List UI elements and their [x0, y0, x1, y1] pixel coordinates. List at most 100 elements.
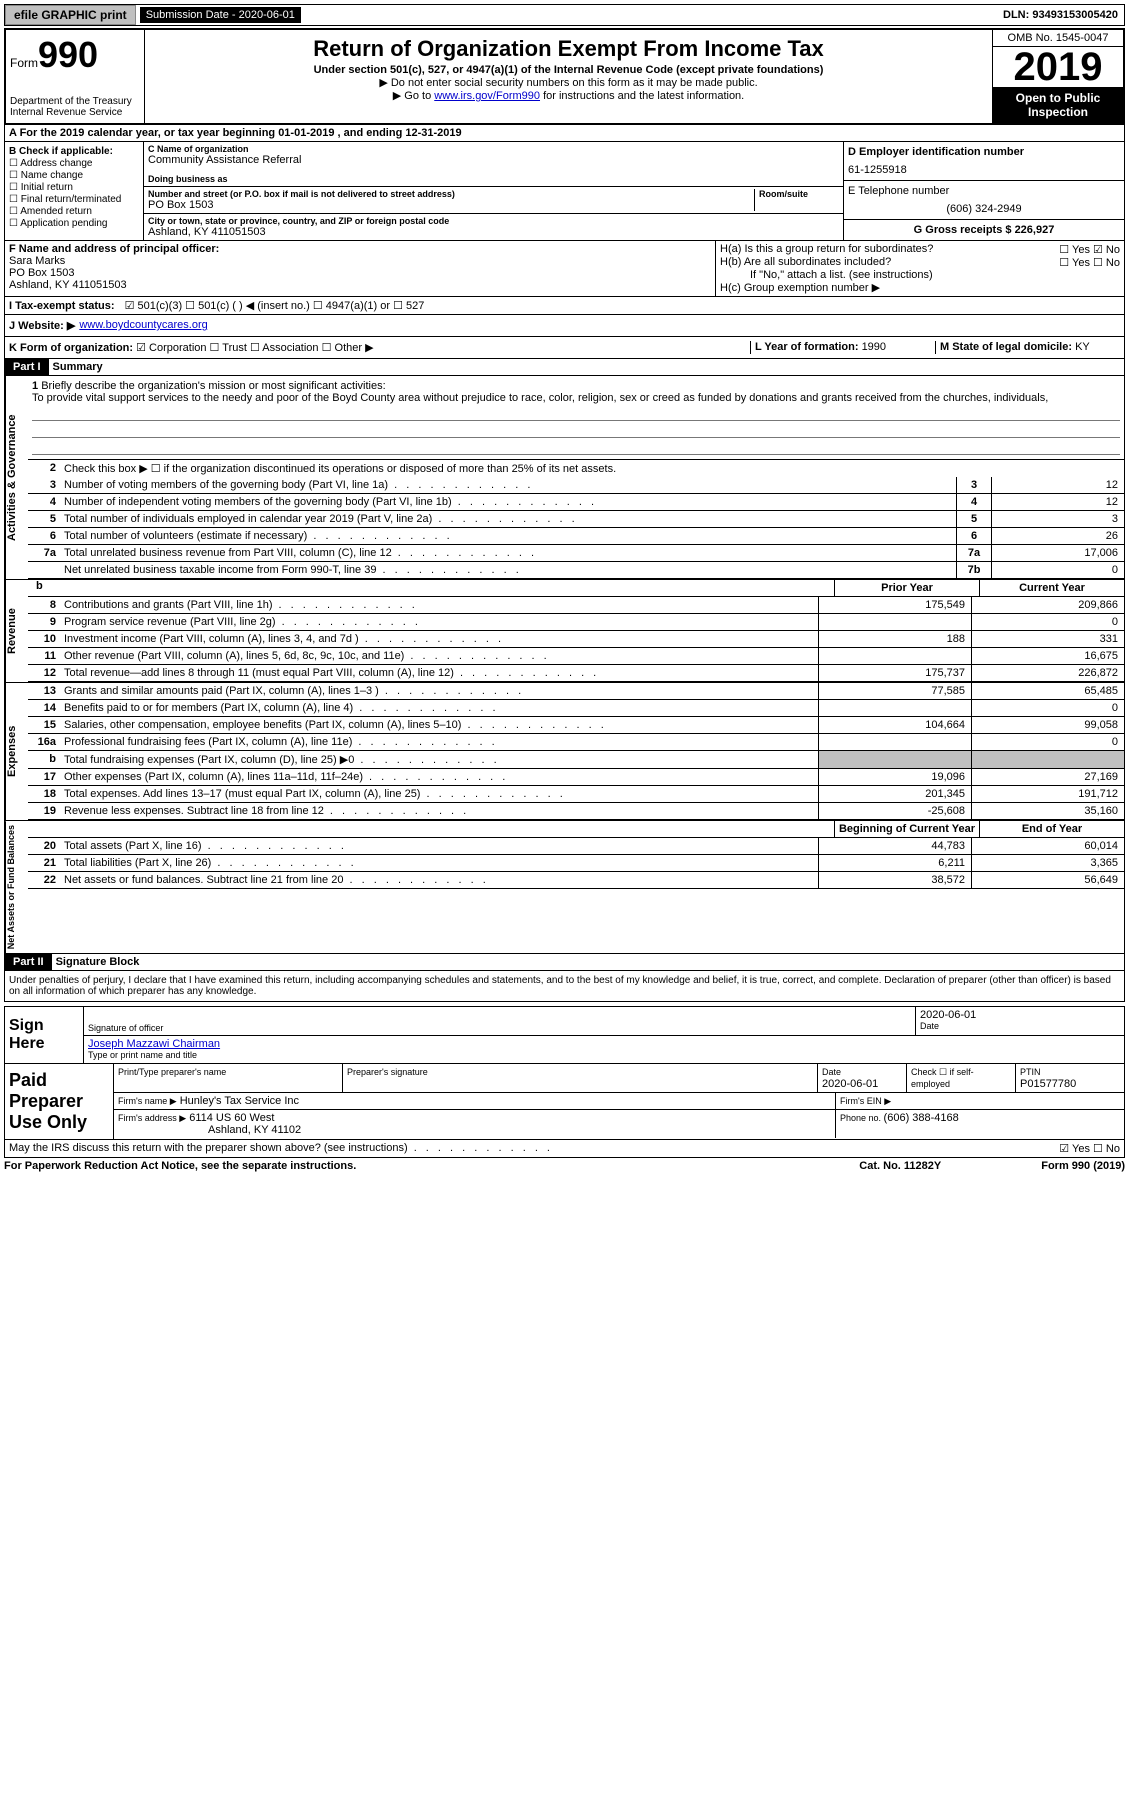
blank-line-1	[32, 406, 1120, 421]
section-bc: B Check if applicable: ☐ Address change …	[4, 142, 1125, 241]
city-label: City or town, state or province, country…	[148, 216, 839, 226]
summary-row: 6Total number of volunteers (estimate if…	[28, 528, 1124, 545]
cb-application-pending[interactable]: ☐ Application pending	[9, 218, 139, 229]
officer-addr2: Ashland, KY 411051503	[9, 279, 711, 291]
officer-addr1: PO Box 1503	[9, 267, 711, 279]
form-number: 990	[38, 34, 98, 75]
sign-table: Sign Here Signature of officer 2020-06-0…	[4, 1006, 1125, 1064]
signature-officer-field: Signature of officer	[84, 1007, 915, 1035]
department-label: Department of the Treasury Internal Reve…	[10, 96, 140, 118]
state-domicile: M State of legal domicile: KY	[935, 341, 1120, 354]
ein-value: 61-1255918	[848, 164, 1120, 176]
summary-row: 4Number of independent voting members of…	[28, 494, 1124, 511]
discuss-row: May the IRS discuss this return with the…	[4, 1140, 1125, 1158]
summary-row: Net unrelated business taxable income fr…	[28, 562, 1124, 579]
prep-sig-header: Preparer's signature	[343, 1064, 818, 1092]
form-subtitle: Under section 501(c), 527, or 4947(a)(1)…	[149, 64, 988, 76]
financial-row: 9Program service revenue (Part VIII, lin…	[28, 614, 1124, 631]
dln-label: DLN: 93493153005420	[1003, 9, 1124, 21]
financial-row: bTotal fundraising expenses (Part IX, co…	[28, 751, 1124, 769]
cat-no: Cat. No. 11282Y	[859, 1160, 941, 1172]
year-formation: L Year of formation: 1990	[750, 341, 935, 354]
receipts-block: G Gross receipts $ 226,927	[844, 220, 1124, 240]
addr-label: Number and street (or P.O. box if mail i…	[148, 189, 754, 199]
address-block: Number and street (or P.O. box if mail i…	[144, 187, 843, 214]
section-right: D Employer identification number 61-1255…	[843, 142, 1124, 240]
efile-button[interactable]: efile GRAPHIC print	[5, 5, 136, 25]
form-warning-1: ▶ Do not enter social security numbers o…	[149, 76, 988, 89]
ha-label: H(a) Is this a group return for subordin…	[720, 243, 1059, 256]
part2-bar: Part II Signature Block	[4, 954, 1125, 971]
hb-label: H(b) Are all subordinates included?	[720, 256, 1059, 269]
m-label: M State of legal domicile:	[940, 341, 1075, 353]
financial-row: 18Total expenses. Add lines 13–17 (must …	[28, 786, 1124, 803]
header-row: Form990 Department of the Treasury Inter…	[4, 28, 1125, 125]
prep-selfemp-cell: Check ☐ if self-employed	[907, 1064, 1016, 1092]
vert-netassets: Net Assets or Fund Balances	[5, 821, 28, 953]
instructions-link[interactable]: www.irs.gov/Form990	[434, 90, 540, 102]
financial-row: 19Revenue less expenses. Subtract line 1…	[28, 803, 1124, 820]
preparer-table: Paid Preparer Use Only Print/Type prepar…	[4, 1064, 1125, 1140]
discuss-yesno: ☑ Yes ☐ No	[1059, 1142, 1120, 1155]
financial-row: 8Contributions and grants (Part VIII, li…	[28, 597, 1124, 614]
tax-status-options: ☑ 501(c)(3) ☐ 501(c) ( ) ◀ (insert no.) …	[125, 299, 425, 312]
hc-label: H(c) Group exemption number ▶	[720, 281, 1120, 294]
current-year-header: Current Year	[979, 580, 1124, 596]
h-block: H(a) Is this a group return for subordin…	[716, 241, 1124, 296]
financial-row: 20Total assets (Part X, line 16)44,78360…	[28, 838, 1124, 855]
ein-label: D Employer identification number	[848, 146, 1120, 158]
netassets-block: Net Assets or Fund Balances Beginning of…	[4, 821, 1125, 954]
sig-date-label: Date	[920, 1021, 1120, 1031]
financial-row: 11Other revenue (Part VIII, column (A), …	[28, 648, 1124, 665]
activities-governance-block: Activities & Governance 1 Briefly descri…	[4, 376, 1125, 580]
dba-label: Doing business as	[148, 174, 839, 184]
financial-row: 17Other expenses (Part IX, column (A), l…	[28, 769, 1124, 786]
prior-year-header: Prior Year	[834, 580, 979, 596]
declaration-text: Under penalties of perjury, I declare th…	[9, 975, 1111, 997]
form-warning-2: ▶ Go to www.irs.gov/Form990 for instruct…	[149, 89, 988, 102]
submission-date-label: Submission Date - 2020-06-01	[140, 7, 301, 23]
financial-row: 12Total revenue—add lines 8 through 11 (…	[28, 665, 1124, 682]
kl-row: K Form of organization: ☑ Corporation ☐ …	[4, 337, 1125, 359]
org-name: Community Assistance Referral	[148, 154, 839, 166]
cb-final-return[interactable]: ☐ Final return/terminated	[9, 194, 139, 205]
addr-value: PO Box 1503	[148, 199, 754, 211]
financial-row: 13Grants and similar amounts paid (Part …	[28, 683, 1124, 700]
financial-row: 10Investment income (Part VIII, column (…	[28, 631, 1124, 648]
room-label: Room/suite	[759, 189, 839, 199]
form-organization: K Form of organization: ☑ Corporation ☐ …	[9, 341, 750, 354]
top-bar: efile GRAPHIC print Submission Date - 20…	[4, 4, 1125, 26]
financial-row: 14Benefits paid to or for members (Part …	[28, 700, 1124, 717]
part2-header: Part II	[5, 954, 52, 970]
section-b: B Check if applicable: ☐ Address change …	[5, 142, 144, 240]
header-right-block: OMB No. 1545-0047 2019 Open to Public In…	[992, 30, 1123, 123]
netassets-header: Beginning of Current Year End of Year	[28, 821, 1124, 838]
org-name-block: C Name of organization Community Assista…	[144, 142, 843, 187]
cb-initial-return[interactable]: ☐ Initial return	[9, 182, 139, 193]
summary-row: 5Total number of individuals employed in…	[28, 511, 1124, 528]
ha-answer: ☐ Yes ☑ No	[1059, 243, 1120, 256]
signature-date-field: 2020-06-01 Date	[915, 1007, 1124, 1035]
cb-address-change[interactable]: ☐ Address change	[9, 158, 139, 169]
b-label: b	[28, 580, 43, 592]
tax-status-label: I Tax-exempt status:	[9, 300, 115, 312]
hb-note: If "No," attach a list. (see instruction…	[720, 269, 1120, 281]
part1-title: Summary	[53, 361, 103, 373]
paid-preparer-label: Paid Preparer Use Only	[5, 1064, 114, 1139]
signer-name-link[interactable]: Joseph Mazzawi Chairman	[88, 1038, 220, 1050]
discuss-text: May the IRS discuss this return with the…	[9, 1142, 553, 1155]
prep-name-header: Print/Type preparer's name	[114, 1064, 343, 1092]
open-public-inspection: Open to Public Inspection	[993, 87, 1123, 123]
website-row: J Website: ▶ www.boydcountycares.org	[4, 315, 1125, 337]
cb-amended-return[interactable]: ☐ Amended return	[9, 206, 139, 217]
revenue-header: b Prior Year Current Year	[28, 580, 1124, 597]
financial-row: 15Salaries, other compensation, employee…	[28, 717, 1124, 734]
vert-revenue: Revenue	[5, 580, 28, 682]
sign-here-label: Sign Here	[5, 1007, 84, 1063]
ein-block: D Employer identification number 61-1255…	[844, 142, 1124, 181]
receipts-label: G Gross receipts $	[914, 224, 1015, 236]
l-value: 1990	[862, 341, 886, 353]
cb-name-change[interactable]: ☐ Name change	[9, 170, 139, 181]
paperwork-row: For Paperwork Reduction Act Notice, see …	[4, 1158, 1125, 1174]
website-link[interactable]: www.boydcountycares.org	[79, 319, 207, 332]
